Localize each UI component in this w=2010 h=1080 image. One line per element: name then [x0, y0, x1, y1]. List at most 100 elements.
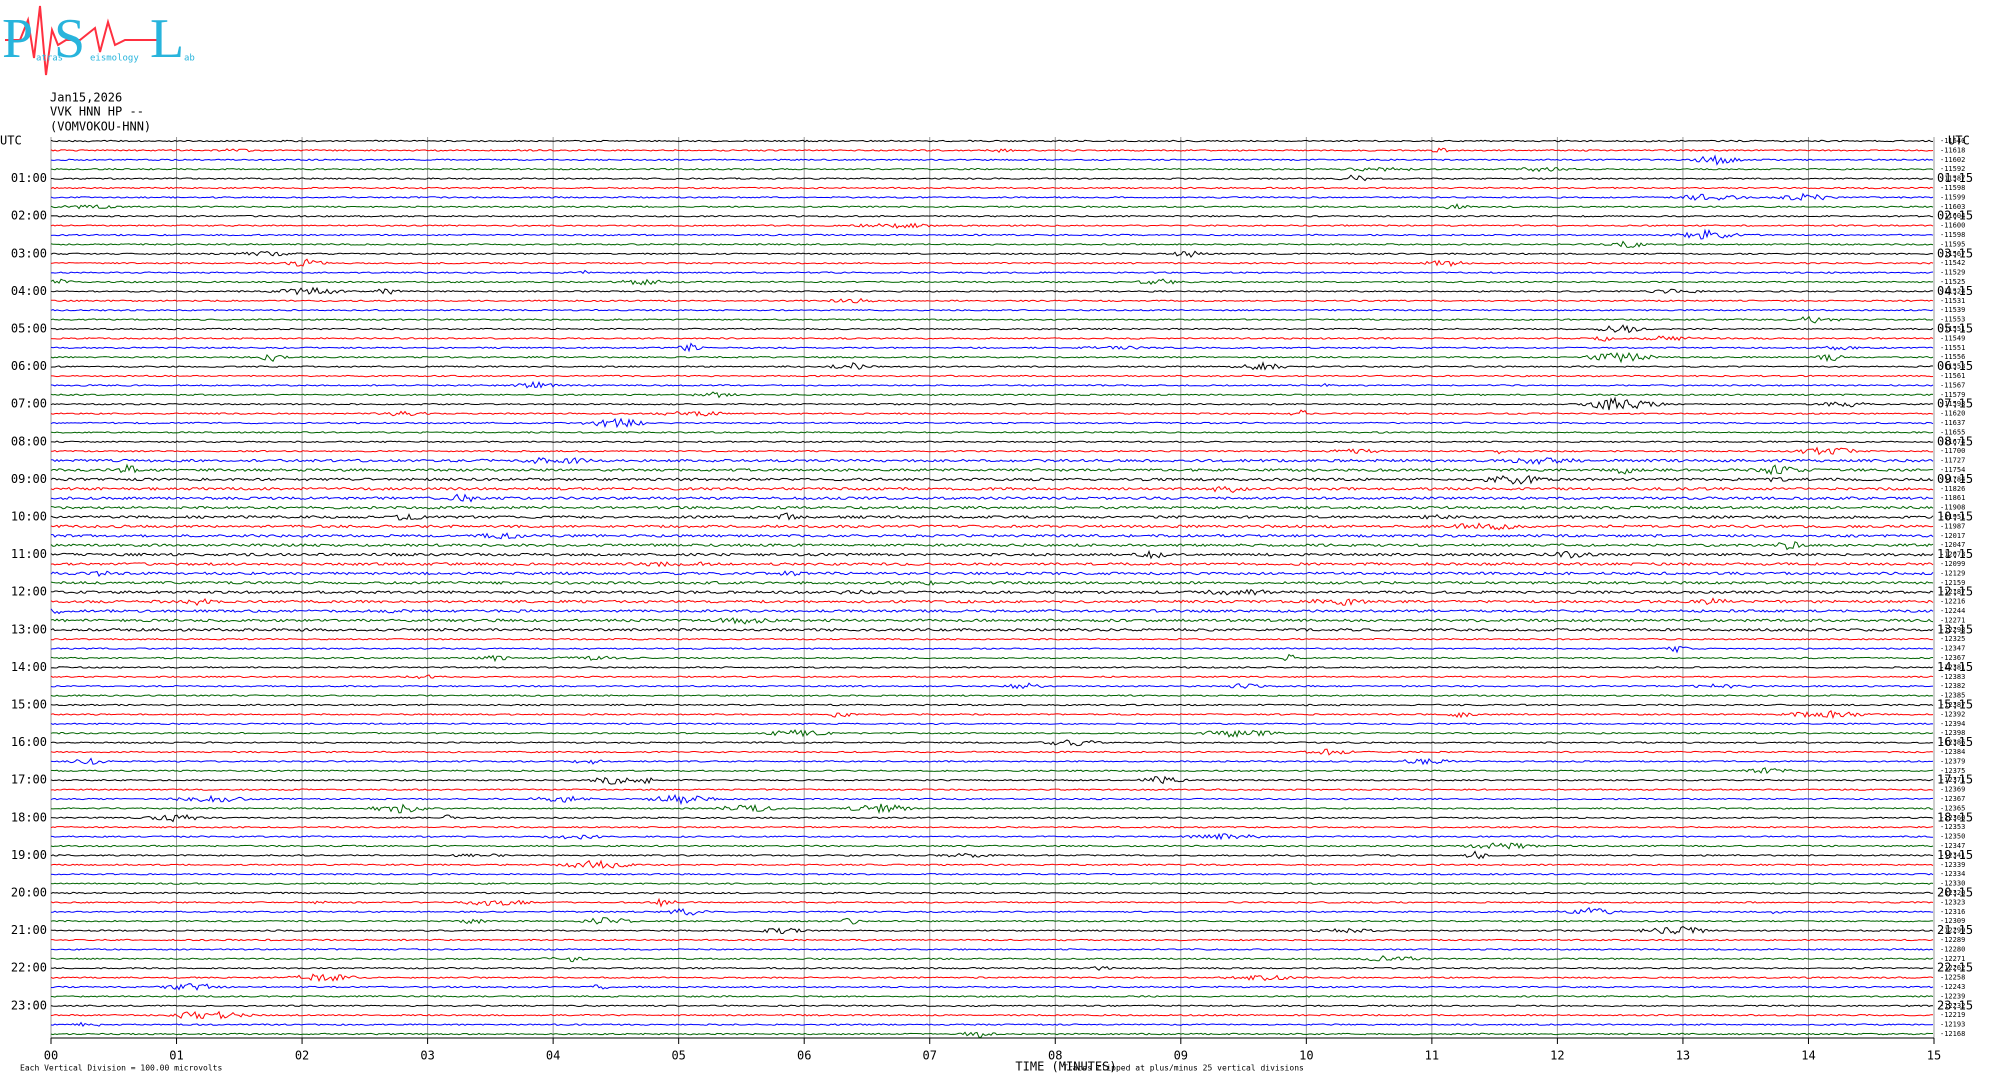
trace-offset: -11553	[1940, 316, 1965, 324]
trace	[51, 440, 1934, 444]
trace	[50, 512, 1934, 521]
trace	[50, 617, 1934, 625]
logo-letter: L	[150, 8, 184, 70]
trace-offset: -12193	[1940, 1021, 1965, 1029]
hour-label-right: 14:15	[1937, 660, 1973, 674]
trace-offset: -12398	[1940, 729, 1965, 737]
trace	[50, 694, 1934, 697]
trace	[50, 722, 1934, 726]
trace-offset: -12386	[1940, 739, 1965, 747]
trace-offset: -12347	[1940, 842, 1965, 850]
trace-offset: -12258	[1940, 974, 1965, 982]
trace	[50, 767, 1934, 774]
trace-offset: -12350	[1940, 833, 1965, 841]
trace	[50, 269, 1934, 275]
minute-label: 14	[1801, 1049, 1815, 1063]
trace	[50, 541, 1934, 551]
trace-offset: -12369	[1940, 786, 1965, 794]
trace-offset: -11604	[1940, 212, 1965, 220]
trace-offset: -11603	[1940, 203, 1965, 211]
trace-offset: -12394	[1940, 720, 1965, 728]
trace	[50, 186, 1934, 190]
trace-offset: -11600	[1940, 222, 1965, 230]
station: VVK HNN HP --	[50, 105, 144, 119]
hour-label-left: 09:00	[11, 472, 47, 486]
hour-label-right: 16:15	[1937, 735, 1973, 749]
trace	[50, 396, 1934, 411]
trace-offset: -11655	[1940, 428, 1965, 436]
scale-note: Each Vertical Division = 100.00 microvol…	[20, 1064, 222, 1073]
logo: P S L atras eismology ab	[2, 5, 195, 76]
hour-label-left: 18:00	[11, 810, 47, 824]
hour-label-right: 02:15	[1937, 209, 1973, 223]
trace	[50, 666, 1934, 669]
trace-offset: -12375	[1940, 767, 1965, 775]
trace	[50, 154, 1934, 166]
minute-label: 01	[169, 1049, 183, 1063]
trace	[50, 709, 1934, 720]
trace	[50, 965, 1934, 971]
trace	[50, 522, 1934, 531]
hour-label-right: 21:15	[1937, 923, 1973, 937]
trace-offset: -11637	[1940, 419, 1965, 427]
trace	[50, 897, 1934, 908]
hour-label-right: 22:15	[1937, 961, 1973, 975]
trace-offset: -12017	[1940, 532, 1965, 540]
trace-offset: -11754	[1940, 466, 1965, 474]
trace	[50, 324, 1934, 334]
trace	[50, 825, 1934, 829]
trace	[50, 1004, 1934, 1008]
trace-offset: -11598	[1940, 400, 1965, 408]
logo-wiggle	[5, 5, 160, 76]
trace-offset: -11567	[1940, 381, 1965, 389]
trace	[50, 729, 1934, 738]
trace	[50, 250, 1934, 258]
trace-offset: -11674	[1940, 438, 1965, 446]
minute-label: 07	[923, 1049, 937, 1063]
hour-label-left: 04:00	[11, 284, 47, 298]
trace	[50, 645, 1934, 654]
trace-offset: -12159	[1940, 579, 1965, 587]
trace	[50, 493, 1934, 503]
trace-offset: -12244	[1940, 607, 1965, 615]
date: Jan15,2026	[50, 91, 122, 105]
hour-label-left: 07:00	[11, 397, 47, 411]
trace	[50, 703, 1934, 707]
trace-offset: -12239	[1940, 992, 1965, 1000]
hour-label-left: 12:00	[11, 585, 47, 599]
trace	[50, 891, 1933, 895]
trace-offset: -12371	[1940, 776, 1965, 784]
hour-label-left: 02:00	[11, 209, 47, 223]
trace-offset: -11539	[1940, 306, 1965, 314]
hour-label-left: 11:00	[11, 547, 47, 561]
trace-offset: -11561	[1940, 372, 1965, 380]
trace-offset: -12325	[1940, 635, 1965, 643]
trace-offset: -11861	[1940, 494, 1965, 502]
trace-offset: -12387	[1940, 701, 1965, 709]
trace-offset: -12243	[1940, 983, 1965, 991]
trace-offset: -12360	[1940, 814, 1965, 822]
minute-label: 06	[797, 1049, 811, 1063]
trace	[50, 380, 1934, 389]
trace-offset: -12382	[1940, 682, 1965, 690]
trace-offset: -11727	[1940, 457, 1965, 465]
minute-grid	[50, 137, 1935, 1044]
trace-offset: -11567	[1940, 250, 1965, 258]
hour-label-right: 07:15	[1937, 397, 1973, 411]
trace	[50, 627, 1934, 632]
trace	[50, 570, 1934, 577]
trace	[50, 793, 1934, 806]
hour-label-left: 14:00	[11, 660, 47, 674]
trace-offset: -11598	[1940, 184, 1965, 192]
minute-label: 00	[44, 1049, 58, 1063]
trace	[50, 456, 1934, 466]
trace-offset: -12129	[1940, 569, 1965, 577]
trace	[50, 995, 1934, 998]
trace	[50, 214, 1934, 218]
trace	[50, 308, 1934, 312]
trace-offset: -12271	[1940, 955, 1965, 963]
trace	[50, 882, 1934, 885]
labels: 00 01 02 03 04 05 06 07 08 09 10 11 12 13 14 15-11640-1…	[0, 134, 1973, 1063]
trace-offset: -12232	[1940, 1002, 1965, 1010]
minute-label: 08	[1048, 1049, 1062, 1063]
